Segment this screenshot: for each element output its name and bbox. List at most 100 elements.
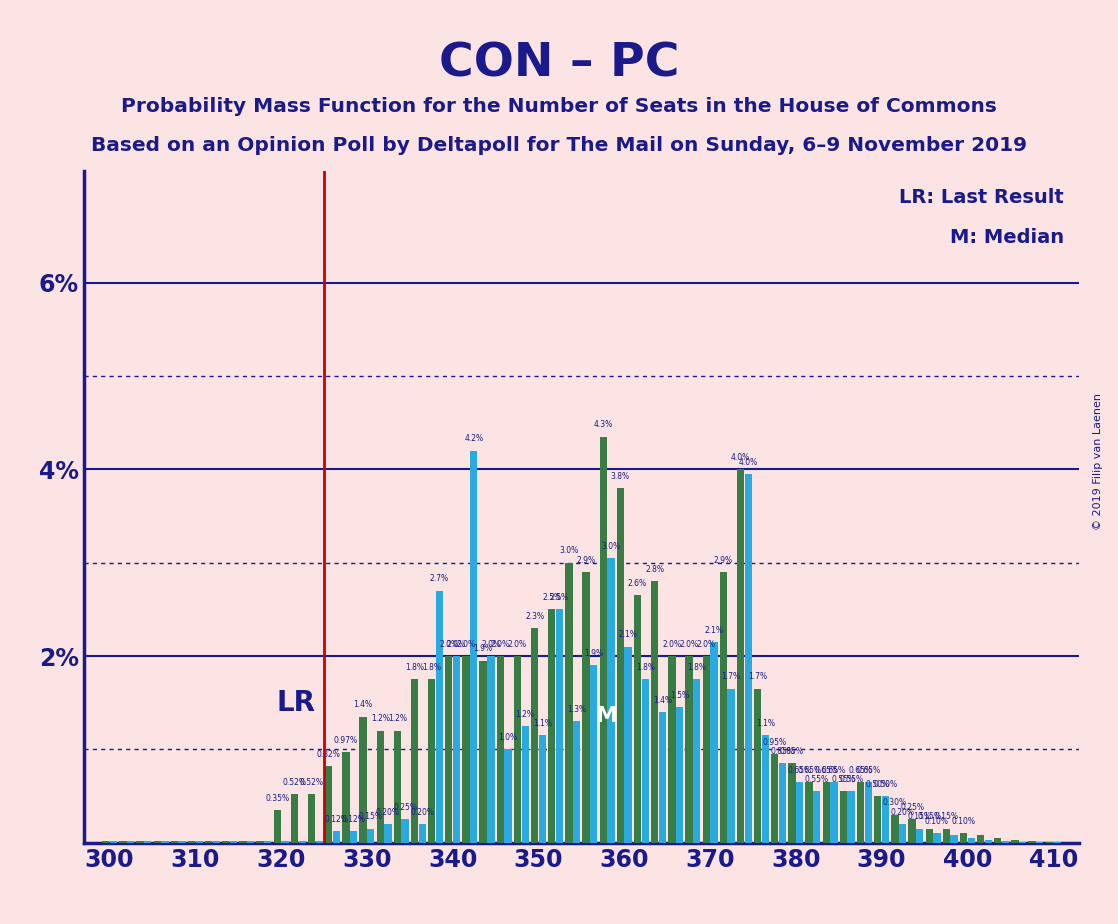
Bar <box>926 829 932 843</box>
Bar <box>950 835 958 843</box>
Bar <box>487 656 494 843</box>
Bar <box>599 437 607 843</box>
Bar <box>556 610 563 843</box>
Text: 2.1%: 2.1% <box>618 630 637 639</box>
Bar <box>539 736 546 843</box>
Text: Based on an Opinion Poll by Deltapoll for The Mail on Sunday, 6–9 November 2019: Based on an Opinion Poll by Deltapoll fo… <box>91 136 1027 155</box>
Bar <box>737 469 745 843</box>
Bar <box>436 590 443 843</box>
Text: 2.6%: 2.6% <box>628 579 647 588</box>
Bar <box>669 656 675 843</box>
Bar <box>521 726 529 843</box>
Bar <box>967 838 975 843</box>
Text: 3.8%: 3.8% <box>610 471 629 480</box>
Bar <box>874 796 881 843</box>
Bar <box>247 841 254 843</box>
Bar <box>453 656 461 843</box>
Text: 0.30%: 0.30% <box>883 798 907 808</box>
Text: 1.5%: 1.5% <box>670 691 689 700</box>
Bar <box>891 815 899 843</box>
Text: LR: LR <box>276 688 315 717</box>
Bar <box>642 679 648 843</box>
Bar <box>367 829 375 843</box>
Text: 1.2%: 1.2% <box>371 714 390 723</box>
Text: 2.0%: 2.0% <box>508 639 527 649</box>
Bar <box>110 841 117 843</box>
Bar <box>847 791 855 843</box>
Bar <box>693 679 700 843</box>
Text: 2.0%: 2.0% <box>439 639 458 649</box>
Bar <box>239 841 247 843</box>
Text: 0.82%: 0.82% <box>316 749 341 759</box>
Text: 4.3%: 4.3% <box>594 420 613 430</box>
Text: 1.1%: 1.1% <box>756 719 775 728</box>
Bar <box>350 832 358 843</box>
Bar <box>685 656 693 843</box>
Bar <box>728 688 735 843</box>
Text: 0.15%: 0.15% <box>917 812 941 821</box>
Text: CON – PC: CON – PC <box>438 42 680 87</box>
Bar <box>222 841 229 843</box>
Text: 0.20%: 0.20% <box>410 808 434 817</box>
Text: 1.4%: 1.4% <box>353 700 372 710</box>
Text: 2.5%: 2.5% <box>542 593 561 602</box>
Bar <box>634 595 642 843</box>
Text: 0.12%: 0.12% <box>342 815 366 824</box>
Text: 1.8%: 1.8% <box>405 663 424 672</box>
Bar <box>1002 841 1010 843</box>
Bar <box>985 840 992 843</box>
Bar <box>445 656 453 843</box>
Text: 2.1%: 2.1% <box>704 626 723 635</box>
Bar <box>823 782 830 843</box>
Text: 0.65%: 0.65% <box>822 766 846 774</box>
Bar <box>754 688 761 843</box>
Bar <box>994 838 1002 843</box>
Text: 0.85%: 0.85% <box>770 747 795 756</box>
Bar <box>205 841 212 843</box>
Text: 1.7%: 1.7% <box>748 673 767 681</box>
Bar <box>514 656 521 843</box>
Text: 2.0%: 2.0% <box>482 639 501 649</box>
Bar <box>856 782 864 843</box>
Text: 1.9%: 1.9% <box>474 644 493 653</box>
Bar <box>796 782 804 843</box>
Text: 2.0%: 2.0% <box>680 639 699 649</box>
Bar <box>548 610 556 843</box>
Text: © 2019 Filip van Laenen: © 2019 Filip van Laenen <box>1093 394 1102 530</box>
Text: 1.3%: 1.3% <box>567 705 586 714</box>
Bar <box>960 833 967 843</box>
Text: 3.0%: 3.0% <box>559 546 578 555</box>
Text: 2.7%: 2.7% <box>429 575 449 583</box>
Text: 1.8%: 1.8% <box>688 663 707 672</box>
Text: 0.65%: 0.65% <box>797 766 821 774</box>
Bar <box>882 796 889 843</box>
Bar <box>1053 842 1061 843</box>
Text: 2.0%: 2.0% <box>491 639 510 649</box>
Bar <box>144 841 151 843</box>
Bar <box>161 841 169 843</box>
Bar <box>153 841 161 843</box>
Bar <box>179 841 186 843</box>
Bar <box>256 841 264 843</box>
Bar <box>496 656 504 843</box>
Text: 0.10%: 0.10% <box>951 817 976 826</box>
Bar <box>805 782 813 843</box>
Text: 0.25%: 0.25% <box>394 803 417 812</box>
Bar <box>566 563 572 843</box>
Text: 1.8%: 1.8% <box>423 663 442 672</box>
Bar <box>531 628 538 843</box>
Bar <box>899 824 907 843</box>
Bar <box>676 708 683 843</box>
Bar <box>617 488 624 843</box>
Bar <box>720 572 727 843</box>
Bar <box>779 763 786 843</box>
Bar <box>574 722 580 843</box>
Bar <box>934 833 940 843</box>
Bar <box>607 558 615 843</box>
Text: 2.0%: 2.0% <box>447 639 466 649</box>
Bar <box>625 647 632 843</box>
Bar <box>102 841 110 843</box>
Text: 1.1%: 1.1% <box>533 719 552 728</box>
Bar <box>377 731 383 843</box>
Text: 4.2%: 4.2% <box>464 434 483 444</box>
